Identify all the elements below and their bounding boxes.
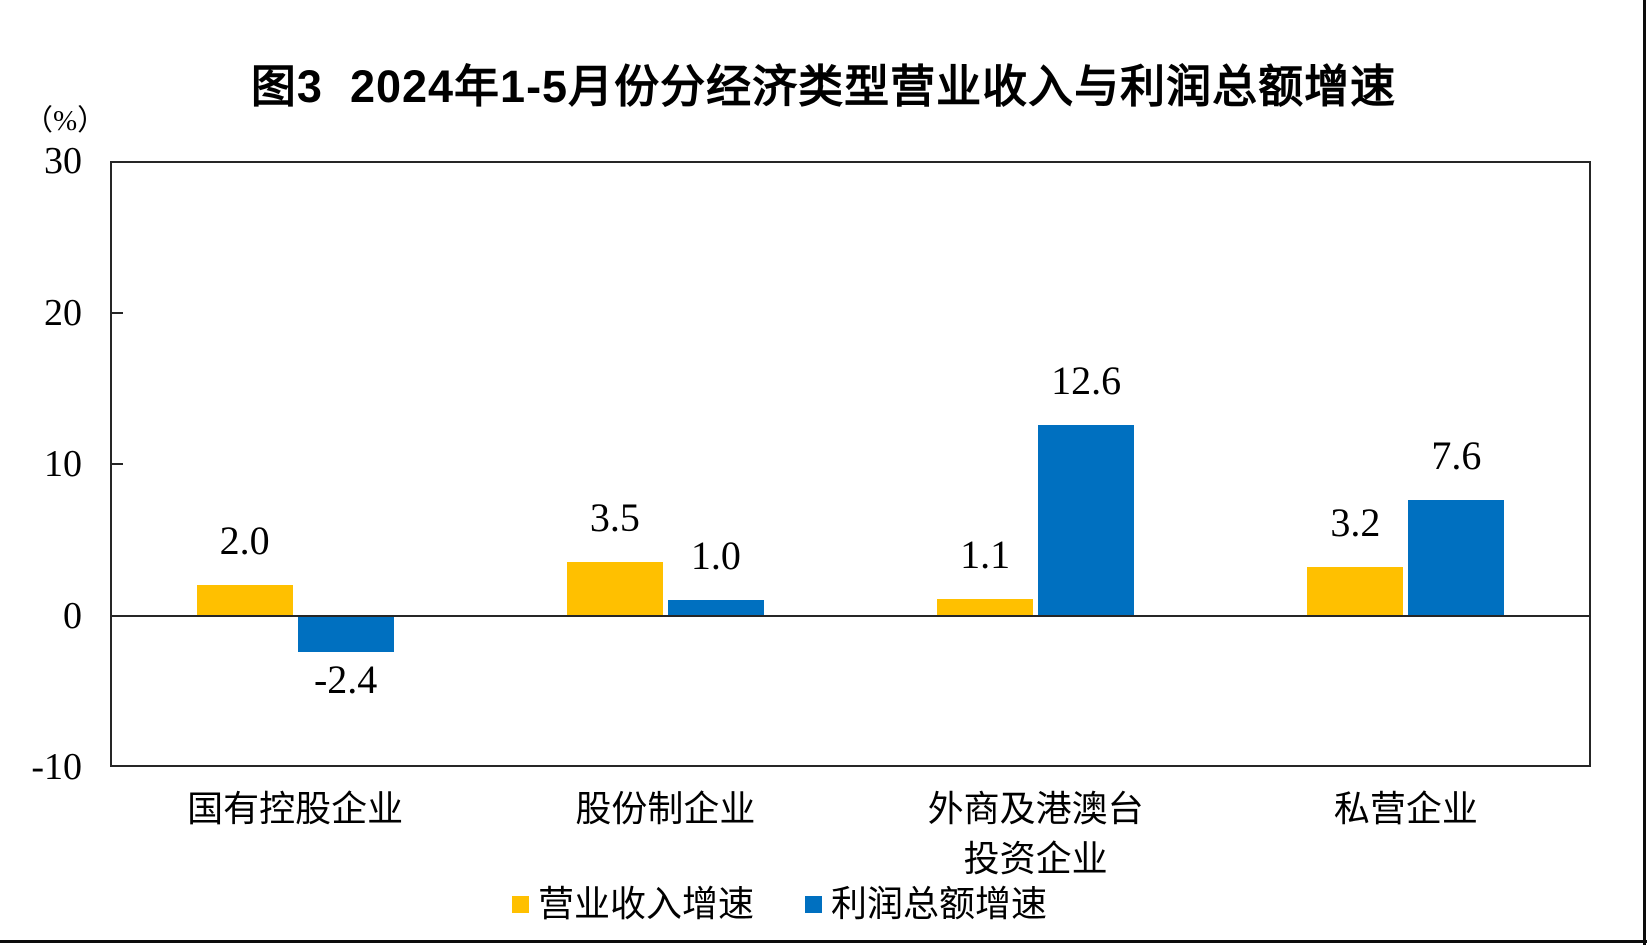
page-right-border-line bbox=[1643, 0, 1646, 945]
x-category-label: 股份制企业 bbox=[575, 789, 756, 829]
legend-label: 营业收入增速 bbox=[538, 884, 755, 924]
bar-value-label: 12.6 bbox=[1051, 357, 1122, 403]
bar-revenue-3 bbox=[1307, 567, 1404, 616]
bar-revenue-1 bbox=[566, 562, 663, 616]
bar-profit-1 bbox=[667, 600, 764, 616]
legend-swatch-icon bbox=[805, 895, 823, 913]
y-tick-label: 30 bbox=[44, 140, 82, 182]
bar-value-label: 1.0 bbox=[690, 533, 741, 579]
y-tick-label: 0 bbox=[63, 594, 82, 637]
legend-item-profit: 利润总额增速 bbox=[805, 882, 1047, 926]
bar-value-label: 1.1 bbox=[960, 531, 1011, 577]
bar-profit-0 bbox=[297, 615, 394, 652]
bar-value-label: 3.5 bbox=[589, 495, 640, 541]
legend: 营业收入增速 利润总额增速 bbox=[512, 882, 1047, 926]
x-category-label: 国有控股企业 bbox=[187, 789, 404, 829]
legend-label: 利润总额增速 bbox=[831, 884, 1048, 924]
bar-value-label: 7.6 bbox=[1431, 433, 1482, 479]
y-tick-mark bbox=[110, 463, 123, 465]
y-tick-label: 10 bbox=[44, 443, 82, 485]
bar-revenue-0 bbox=[196, 585, 293, 616]
y-axis-unit-label: （%） bbox=[24, 105, 107, 137]
legend-swatch-icon bbox=[512, 895, 529, 913]
zero-axis-line bbox=[110, 614, 1591, 617]
bar-value-label: 3.2 bbox=[1330, 500, 1381, 546]
page-bottom-border-line bbox=[0, 940, 1647, 943]
bar-value-label: 2.0 bbox=[219, 518, 270, 564]
chart-title: 图3 2024年1-5月份分经济类型营业收入与利润总额增速 bbox=[250, 61, 1397, 112]
x-category-label: 外商及港澳台 投资企业 bbox=[927, 789, 1144, 879]
y-tick-label: -10 bbox=[31, 746, 82, 788]
legend-item-revenue: 营业收入增速 bbox=[512, 882, 754, 926]
bar-value-label: -2.4 bbox=[313, 656, 378, 702]
y-tick-label: 20 bbox=[44, 291, 82, 334]
bar-profit-2 bbox=[1038, 424, 1135, 616]
bar-profit-3 bbox=[1408, 500, 1505, 616]
x-category-label: 私营企业 bbox=[1333, 789, 1478, 829]
bar-revenue-2 bbox=[937, 598, 1034, 616]
y-tick-mark bbox=[110, 311, 123, 314]
